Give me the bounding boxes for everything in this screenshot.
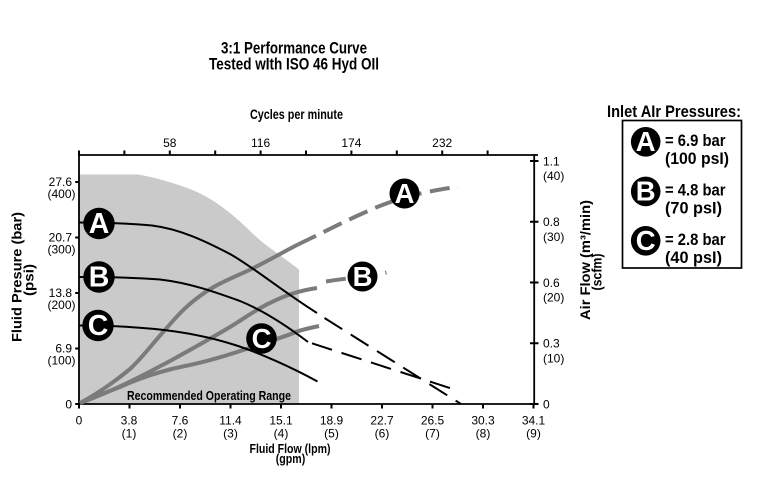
svg-text:(3): (3) xyxy=(223,427,238,441)
svg-text:C: C xyxy=(252,323,272,354)
svg-text:Cycles per minute: Cycles per minute xyxy=(250,106,343,122)
svg-text:1.1: 1.1 xyxy=(543,154,560,168)
svg-text:(scfm): (scfm) xyxy=(589,254,605,291)
svg-text:(1): (1) xyxy=(122,427,137,441)
svg-text:18.9: 18.9 xyxy=(320,413,344,427)
svg-text:22.7: 22.7 xyxy=(370,413,394,427)
svg-text:(2): (2) xyxy=(173,427,188,441)
svg-text:(7): (7) xyxy=(425,427,440,441)
svg-text:(9): (9) xyxy=(526,427,541,441)
svg-text:Air Flow (m³/min): Air Flow (m³/min) xyxy=(577,200,593,320)
svg-text:= 4.8 bar: = 4.8 bar xyxy=(665,181,726,200)
svg-text:(100): (100) xyxy=(47,354,75,368)
svg-text:232: 232 xyxy=(432,136,452,150)
svg-text:(40 psI): (40 psI) xyxy=(665,248,722,267)
svg-text:0: 0 xyxy=(65,398,72,412)
svg-text:Fluid Presure (bar): Fluid Presure (bar) xyxy=(9,212,25,342)
svg-text:15.1: 15.1 xyxy=(269,413,293,427)
svg-text:(30): (30) xyxy=(543,230,564,244)
svg-text:0.3: 0.3 xyxy=(543,337,560,351)
svg-text:116: 116 xyxy=(251,136,270,150)
svg-text:A: A xyxy=(636,126,656,157)
svg-text:(10): (10) xyxy=(543,351,564,365)
svg-text:(gpm): (gpm) xyxy=(276,452,306,466)
svg-text:(70 psI): (70 psI) xyxy=(665,199,722,218)
svg-text:0.6: 0.6 xyxy=(543,276,560,290)
svg-text:7.6: 7.6 xyxy=(172,413,189,427)
svg-text:20.7: 20.7 xyxy=(49,231,73,245)
svg-text:6.9: 6.9 xyxy=(55,342,72,356)
svg-text:Tested wIth ISO 46 Hyd OIl: Tested wIth ISO 46 Hyd OIl xyxy=(209,56,379,74)
svg-text:(6): (6) xyxy=(375,427,390,441)
svg-text:(4): (4) xyxy=(274,427,289,441)
svg-text:30.3: 30.3 xyxy=(471,413,495,427)
svg-text:0: 0 xyxy=(543,398,550,412)
svg-text:0: 0 xyxy=(76,413,83,427)
svg-text:11.4: 11.4 xyxy=(219,413,242,427)
svg-text:B: B xyxy=(89,262,110,294)
svg-text:13.8: 13.8 xyxy=(49,286,73,300)
svg-text:26.5: 26.5 xyxy=(421,413,445,427)
svg-text:(100 psI): (100 psI) xyxy=(665,149,729,168)
svg-text:= 6.9 bar: = 6.9 bar xyxy=(665,131,726,150)
svg-text:58: 58 xyxy=(163,136,177,150)
svg-text:Recommended Operating Range: Recommended Operating Range xyxy=(127,389,291,403)
svg-text:(20): (20) xyxy=(543,291,564,305)
svg-text:3:1 Performance Curve: 3:1 Performance Curve xyxy=(221,40,367,58)
svg-text:0.8: 0.8 xyxy=(543,215,560,229)
svg-text:(200): (200) xyxy=(47,298,75,312)
svg-text:A: A xyxy=(395,178,415,209)
svg-text:(400): (400) xyxy=(47,187,75,201)
svg-text:(300): (300) xyxy=(47,243,75,257)
svg-text:Fluid Flow (lpm): Fluid Flow (lpm) xyxy=(250,442,331,456)
svg-text:A: A xyxy=(89,208,110,240)
svg-text:(8): (8) xyxy=(476,427,491,441)
svg-text:(psi): (psi) xyxy=(21,264,37,296)
svg-text:34.1: 34.1 xyxy=(522,413,546,427)
svg-text:3.8: 3.8 xyxy=(121,413,138,427)
svg-text:C: C xyxy=(636,225,656,256)
svg-text:= 2.8 bar: = 2.8 bar xyxy=(665,230,726,249)
svg-text:Inlet AIr Pressures:: Inlet AIr Pressures: xyxy=(607,103,741,121)
svg-text:(40): (40) xyxy=(543,169,564,183)
svg-text:B: B xyxy=(353,261,373,292)
svg-text:B: B xyxy=(636,176,656,207)
svg-text:174: 174 xyxy=(341,136,361,150)
svg-text:C: C xyxy=(88,310,109,342)
svg-text:27.6: 27.6 xyxy=(49,175,73,189)
svg-text:(5): (5) xyxy=(324,427,339,441)
